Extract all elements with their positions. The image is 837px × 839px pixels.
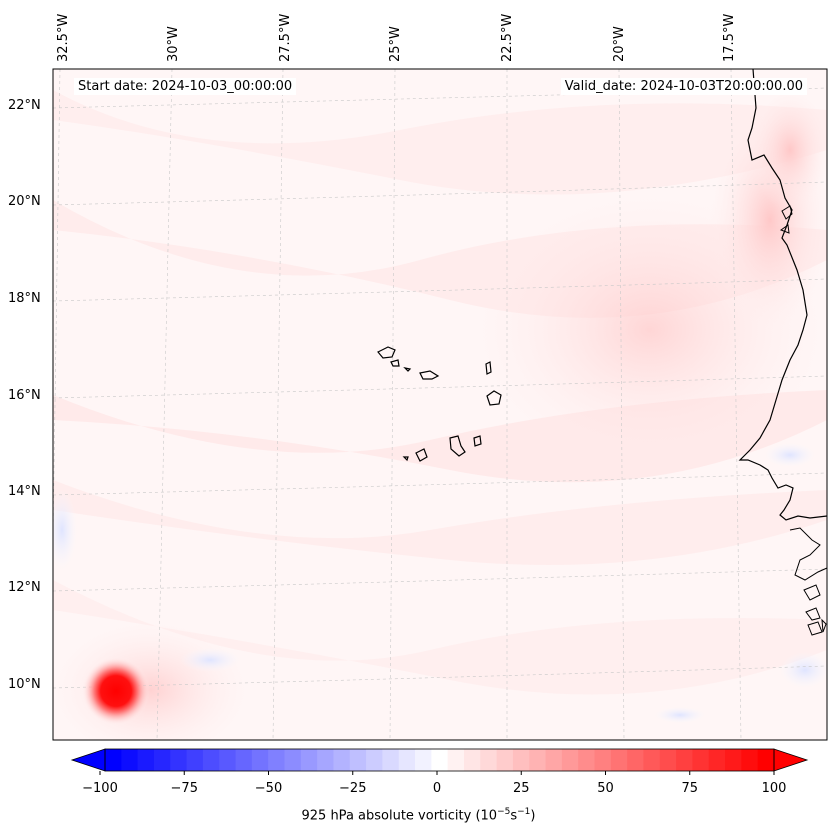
colorbar-segment	[463, 749, 481, 771]
colorbar-segment	[676, 749, 693, 771]
colorbar-segment	[186, 749, 204, 771]
colorbar-segment	[480, 749, 498, 771]
lat-label: 18°N	[8, 291, 41, 306]
start-date-label: Start date: 2024-10-03_00:00:00	[74, 78, 297, 95]
colorbar-tick-label: 75	[681, 781, 699, 796]
colorbar	[70, 748, 809, 775]
colorbar-segment	[105, 749, 122, 771]
colorbar-label-prefix: 925 hPa absolute vorticity (10	[301, 808, 498, 824]
colorbar-segment	[725, 749, 742, 771]
colorbar-segment	[610, 749, 628, 771]
colorbar-segment	[496, 749, 514, 771]
colorbar-label-exp2: −1	[517, 807, 531, 817]
colorbar-segment	[170, 749, 188, 771]
colorbar-min-extend	[70, 748, 106, 772]
africa-coastline	[738, 68, 828, 521]
colorbar-segment	[659, 749, 677, 771]
lat-label: 14°N	[8, 484, 41, 499]
colorbar-segment	[708, 749, 726, 771]
colorbar-segment	[561, 749, 579, 771]
colorbar-segment	[121, 749, 139, 771]
colorbar-segment	[284, 749, 302, 771]
lat-label: 12°N	[8, 580, 41, 595]
colorbar-segment	[300, 749, 318, 771]
colorbar-segment	[757, 749, 775, 771]
colorbar-segment	[431, 749, 449, 771]
colorbar-tick-label: −75	[170, 781, 198, 796]
colorbar-segment	[415, 749, 432, 771]
colorbar-segment	[512, 749, 530, 771]
colorbar-segment	[545, 749, 563, 771]
colorbar-label-unit: s	[510, 808, 518, 824]
colorbar-tick-label: 25	[512, 781, 530, 796]
lat-label: 10°N	[8, 677, 41, 692]
colorbar-segment	[137, 749, 155, 771]
colorbar-segment	[251, 749, 269, 771]
gridlines	[53, 69, 827, 740]
lon-label: 17.5°W	[722, 13, 737, 62]
coastal-islands	[779, 205, 828, 636]
colorbar-segment	[594, 749, 612, 771]
colorbar-segment	[219, 749, 237, 771]
storm-vortex	[82, 657, 150, 725]
lat-label: 22°N	[8, 98, 41, 113]
colorbar-segment	[202, 749, 220, 771]
cape-verde-islands	[377, 346, 502, 462]
colorbar-segment	[153, 749, 171, 771]
colorbar-segment	[268, 749, 285, 771]
colorbar-segment	[382, 749, 400, 771]
colorbar-segment	[447, 749, 465, 771]
colorbar-tick-label: 100	[761, 781, 787, 796]
vorticity-field	[53, 69, 827, 740]
colorbar-tick-label: −100	[82, 781, 118, 796]
colorbar-segment	[317, 749, 334, 771]
lat-label: 16°N	[8, 388, 41, 403]
lon-label: 30°W	[166, 26, 181, 62]
map-frame	[52, 68, 828, 741]
colorbar-tick-label: −50	[254, 781, 283, 796]
lon-label: 27.5°W	[278, 13, 293, 62]
colorbar-tick-label: −25	[339, 781, 367, 796]
colorbar-tick-label: 50	[597, 781, 614, 796]
colorbar-segment	[578, 749, 596, 771]
colorbar-segment	[398, 749, 416, 771]
colorbar-tick-label: 0	[432, 781, 442, 796]
colorbar-label-exp1: −5	[497, 807, 511, 817]
colorbar-segment	[366, 749, 383, 771]
colorbar-max-extend	[773, 748, 809, 772]
colorbar-segment	[333, 749, 351, 771]
colorbar-segment	[741, 749, 759, 771]
colorbar-label-suffix: )	[530, 808, 536, 824]
colorbar-segment	[235, 749, 253, 771]
colorbar-segment	[349, 749, 367, 771]
valid-date-label: Valid_date: 2024-10-03T20:00:00.00	[560, 78, 807, 95]
lat-label: 20°N	[8, 194, 41, 209]
lon-label: 32.5°W	[56, 13, 71, 62]
lon-label: 20°W	[612, 26, 627, 62]
colorbar-segment	[643, 749, 661, 771]
colorbar-label: 925 hPa absolute vorticity (10−5s−1)	[0, 807, 837, 823]
colorbar-segment	[627, 749, 644, 771]
colorbar-segment	[529, 749, 547, 771]
colorbar-segment	[692, 749, 710, 771]
lon-label: 25°W	[388, 26, 403, 62]
colorbar-frame	[104, 748, 775, 772]
lon-label: 22.5°W	[500, 13, 515, 62]
